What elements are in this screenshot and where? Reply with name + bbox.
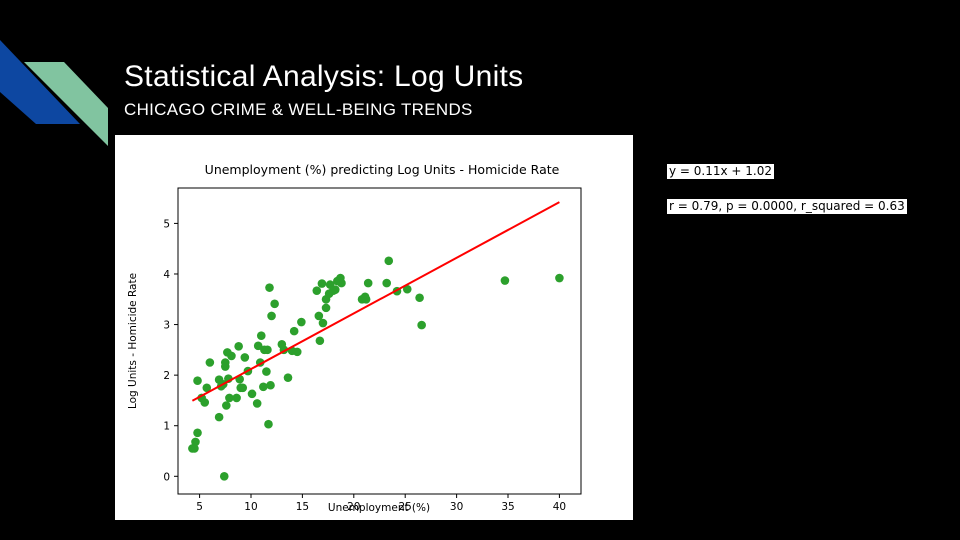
regression-line-layer (191, 201, 560, 402)
data-point (193, 428, 202, 438)
data-point (292, 347, 302, 357)
chart-panel: Unemployment (%) predicting Log Units - … (115, 135, 633, 520)
data-point (240, 353, 250, 362)
data-point (253, 341, 263, 351)
corner-decoration (0, 40, 108, 146)
data-point (219, 471, 229, 481)
data-point (318, 318, 328, 328)
data-point (227, 351, 236, 361)
data-point (314, 311, 324, 321)
data-point (232, 393, 241, 403)
regression-equation: y = 0.11x + 1.02 (667, 164, 775, 179)
data-point (190, 444, 199, 453)
x-tick-label: 20 (347, 501, 360, 513)
data-point (262, 367, 271, 376)
data-point (555, 273, 564, 283)
data-point (220, 358, 230, 367)
regression-stats: r = 0.79, p = 0.0000, r_squared = 0.63 (667, 199, 907, 214)
data-point (321, 303, 331, 313)
data-point (205, 358, 215, 367)
data-point (402, 284, 412, 294)
y-tick-label: 5 (163, 218, 170, 230)
data-point (238, 383, 248, 393)
data-point (234, 342, 243, 351)
points-layer (188, 256, 564, 481)
plot-frame (177, 187, 582, 495)
axes-layer: 5 10 15 20 25 30 35 40 0 1 2 3 4 5 (163, 218, 566, 513)
data-point (330, 285, 340, 294)
data-point (415, 293, 424, 303)
data-point (200, 398, 210, 407)
data-point (382, 278, 391, 288)
data-point (263, 345, 272, 355)
data-point (247, 389, 257, 399)
slide-title: Statistical Analysis: Log Units (124, 60, 524, 93)
data-point (384, 256, 394, 266)
data-point (315, 336, 325, 346)
data-point (417, 320, 426, 330)
data-point (283, 373, 293, 382)
regression-line (191, 201, 560, 402)
data-point (500, 276, 510, 285)
data-point (193, 376, 202, 386)
data-point (297, 317, 306, 327)
green-accent-shape (24, 62, 108, 146)
data-point (363, 278, 373, 288)
data-point (264, 419, 273, 429)
slide-subtitle: CHICAGO CRIME & WELL-BEING TRENDS (124, 100, 473, 119)
chart-title: Unemployment (%) predicting Log Units - … (205, 162, 560, 177)
data-point (252, 399, 262, 408)
blue-accent-shape (0, 40, 80, 124)
y-tick-label: 3 (163, 320, 170, 332)
y-tick-label: 4 (163, 269, 170, 281)
data-point (317, 279, 327, 288)
data-point (214, 412, 224, 422)
x-tick-label: 35 (501, 501, 514, 513)
x-tick-label: 30 (450, 501, 463, 513)
x-axis-label: Unemployment (%) (328, 502, 430, 514)
data-point (259, 382, 268, 392)
y-tick-label: 2 (163, 370, 170, 382)
y-tick-label: 0 (163, 471, 170, 483)
data-point (191, 437, 200, 447)
data-point (270, 299, 279, 309)
scatter-chart: Unemployment (%) predicting Log Units - … (127, 162, 582, 514)
x-tick-label: 40 (553, 501, 566, 513)
data-point (312, 286, 322, 295)
x-tick-label: 15 (296, 501, 309, 513)
data-point (267, 311, 276, 321)
x-tick-label: 25 (399, 501, 412, 513)
data-point (289, 326, 299, 336)
x-tick-label: 10 (244, 501, 257, 513)
data-point (265, 283, 274, 292)
data-point (222, 401, 231, 410)
data-point (337, 278, 346, 288)
y-axis-label: Log Units - Homicide Rate (127, 273, 139, 409)
data-point (361, 294, 371, 304)
x-tick-label: 5 (196, 501, 203, 513)
data-point (225, 393, 234, 403)
data-point (256, 331, 266, 340)
data-point (202, 383, 212, 393)
y-tick-label: 1 (163, 421, 170, 433)
data-point (266, 380, 275, 390)
